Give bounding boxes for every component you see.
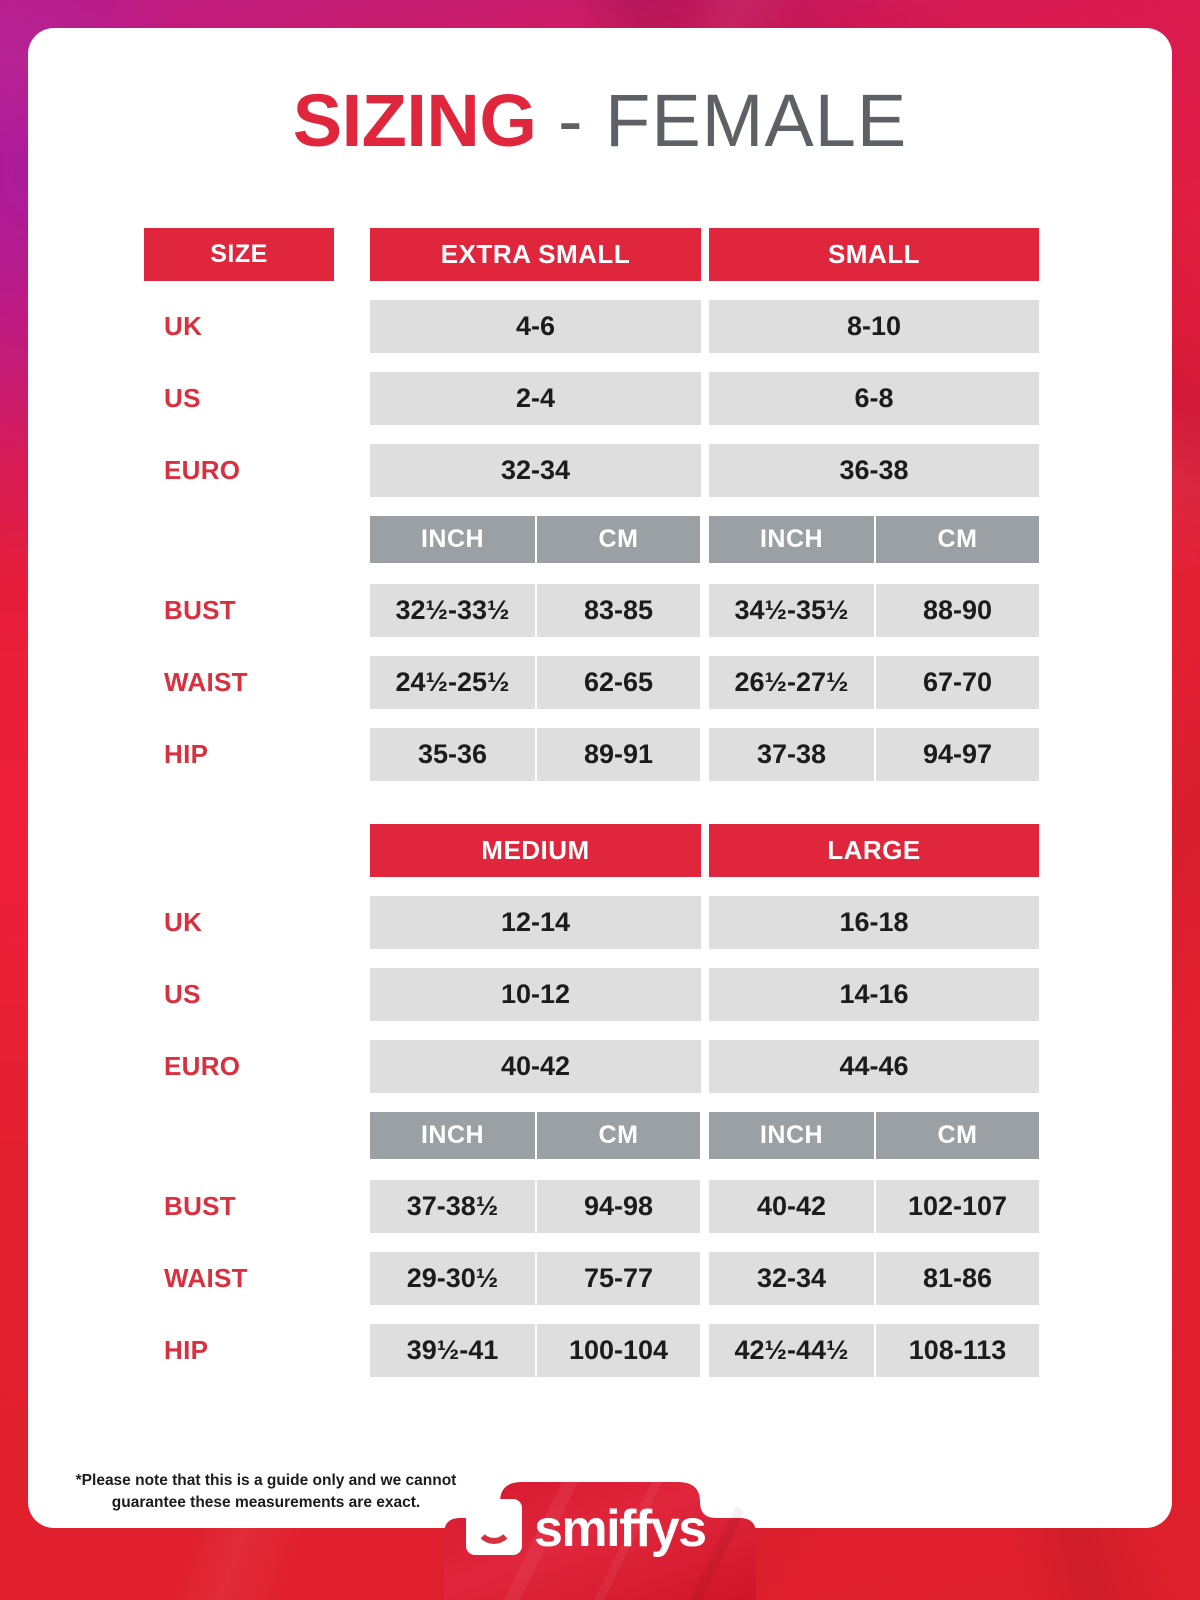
cell-waist-m-cm: 75-77 (537, 1252, 700, 1305)
row-label-hip-2: HIP (164, 1335, 209, 1365)
table-header-row: SIZE EXTRA SMALL SMALL (144, 228, 1039, 281)
disclaimer-text: *Please note that this is a guide only a… (75, 1472, 457, 1512)
cell-bust-xs-cm: 83-85 (537, 584, 700, 637)
cell-uk-xs: 4-6 (370, 300, 701, 353)
size-table-xs-s: SIZE EXTRA SMALL SMALL UK 4-6 8-10 US 2-… (144, 228, 1039, 800)
table-row-euro-2: EURO 40-42 44-46 (144, 1040, 1039, 1093)
cell-bust-m-inch: 37-38½ (370, 1180, 535, 1233)
cell-bust-l-inch: 40-42 (709, 1180, 874, 1233)
table-row-waist: WAIST 24½-25½ 62-65 26½-27½ 67-70 (144, 656, 1039, 709)
unit-header-row: INCH CM INCH CM (144, 516, 1039, 563)
unit-header-cm-xs: CM (537, 516, 700, 563)
cell-waist-l-cm: 81-86 (876, 1252, 1039, 1305)
row-label-waist: WAIST (164, 667, 248, 697)
cell-us-xs: 2-4 (370, 372, 701, 425)
title-primary: SIZING (292, 79, 537, 162)
title-secondary: - FEMALE (557, 79, 908, 162)
group-header-large: LARGE (709, 824, 1039, 877)
group-header-extra-small: EXTRA SMALL (370, 228, 701, 281)
trademark-symbol: ™ (706, 1509, 722, 1526)
table-row-hip-2: HIP 39½-41 100-104 42½-44½ 108-113 (144, 1324, 1039, 1377)
tab-streak-3 (690, 1506, 744, 1600)
cell-hip-xs-cm: 89-91 (537, 728, 700, 781)
table-row-bust-2: BUST 37-38½ 94-98 40-42 102-107 (144, 1180, 1039, 1233)
row-label-waist-2: WAIST (164, 1263, 248, 1293)
row-label-uk-2: UK (164, 907, 203, 937)
unit-header-cm-l: CM (876, 1112, 1039, 1159)
cell-hip-s-cm: 94-97 (876, 728, 1039, 781)
cell-bust-l-cm: 102-107 (876, 1180, 1039, 1233)
row-label-hip: HIP (164, 739, 209, 769)
tab-background (444, 1482, 756, 1600)
row-label-uk: UK (164, 311, 203, 341)
cell-waist-l-inch: 32-34 (709, 1252, 874, 1305)
sizing-card: SIZING - FEMALE SIZE EXTRA SMALL SMALL U… (28, 28, 1172, 1528)
table-row-us: US 2-4 6-8 (144, 372, 1039, 425)
brand-name: smiffys (534, 1500, 707, 1558)
cell-bust-xs-inch: 32½-33½ (370, 584, 535, 637)
row-label-bust: BUST (164, 595, 236, 625)
table-header-row-2: MEDIUM LARGE (144, 824, 1039, 877)
table-row-euro: EURO 32-34 36-38 (144, 444, 1039, 497)
row-label-us: US (164, 383, 201, 413)
cell-us-l: 14-16 (709, 968, 1039, 1021)
table-row-waist-2: WAIST 29-30½ 75-77 32-34 81-86 (144, 1252, 1039, 1305)
cell-waist-s-inch: 26½-27½ (709, 656, 874, 709)
unit-header-inch-s: INCH (709, 516, 874, 563)
size-table-m-l: MEDIUM LARGE UK 12-14 16-18 US 10-12 14-… (144, 824, 1039, 1396)
size-header-cell-2 (144, 824, 334, 877)
cell-uk-l: 16-18 (709, 896, 1039, 949)
cell-bust-s-cm: 88-90 (876, 584, 1039, 637)
unit-row-label-empty (144, 516, 334, 563)
row-label-us-2: US (164, 979, 201, 1009)
table-row-hip: HIP 35-36 89-91 37-38 94-97 (144, 728, 1039, 781)
cell-hip-m-cm: 100-104 (537, 1324, 700, 1377)
cell-hip-l-inch: 42½-44½ (709, 1324, 874, 1377)
row-label-euro-2: EURO (164, 1051, 241, 1081)
cell-euro-s: 36-38 (709, 444, 1039, 497)
group-column-2: SMALL (709, 228, 1039, 281)
group-header-medium: MEDIUM (370, 824, 701, 877)
unit-row-label-empty-2 (144, 1112, 334, 1159)
table-row-us-2: US 10-12 14-16 (144, 968, 1039, 1021)
cell-uk-m: 12-14 (370, 896, 701, 949)
cell-uk-s: 8-10 (709, 300, 1039, 353)
cell-euro-m: 40-42 (370, 1040, 701, 1093)
unit-header-inch-l: INCH (709, 1112, 874, 1159)
size-header-cell: SIZE (144, 228, 334, 281)
page-title: SIZING - FEMALE (28, 84, 1172, 158)
unit-header-inch-m: INCH (370, 1112, 535, 1159)
row-label-bust-2: BUST (164, 1191, 236, 1221)
table-row-uk-2: UK 12-14 16-18 (144, 896, 1039, 949)
tab-streak-1 (504, 1482, 578, 1600)
cell-us-s: 6-8 (709, 372, 1039, 425)
logo-tab-shape (444, 1482, 756, 1600)
unit-header-cm-m: CM (537, 1112, 700, 1159)
unit-header-inch-xs: INCH (370, 516, 535, 563)
cell-waist-s-cm: 67-70 (876, 656, 1039, 709)
cell-us-m: 10-12 (370, 968, 701, 1021)
cell-waist-xs-cm: 62-65 (537, 656, 700, 709)
cell-hip-m-inch: 39½-41 (370, 1324, 535, 1377)
unit-header-cm-s: CM (876, 516, 1039, 563)
smiffys-logo[interactable]: smiffys™ (466, 1499, 722, 1558)
group-header-small: SMALL (709, 228, 1039, 281)
table-row-uk: UK 4-6 8-10 (144, 300, 1039, 353)
table-row-bust: BUST 32½-33½ 83-85 34½-35½ 88-90 (144, 584, 1039, 637)
cell-hip-s-inch: 37-38 (709, 728, 874, 781)
cell-euro-xs: 32-34 (370, 444, 701, 497)
row-label-euro: EURO (164, 455, 241, 485)
tab-streak-2 (594, 1482, 662, 1600)
unit-header-row-2: INCH CM INCH CM (144, 1112, 1039, 1159)
group-column-1: EXTRA SMALL (370, 228, 701, 281)
cell-bust-s-inch: 34½-35½ (709, 584, 874, 637)
cell-hip-xs-inch: 35-36 (370, 728, 535, 781)
cell-bust-m-cm: 94-98 (537, 1180, 700, 1233)
cell-waist-m-inch: 29-30½ (370, 1252, 535, 1305)
cell-waist-xs-inch: 24½-25½ (370, 656, 535, 709)
smiffys-smile-icon (466, 1499, 522, 1555)
cell-hip-l-cm: 108-113 (876, 1324, 1039, 1377)
cell-euro-l: 44-46 (709, 1040, 1039, 1093)
